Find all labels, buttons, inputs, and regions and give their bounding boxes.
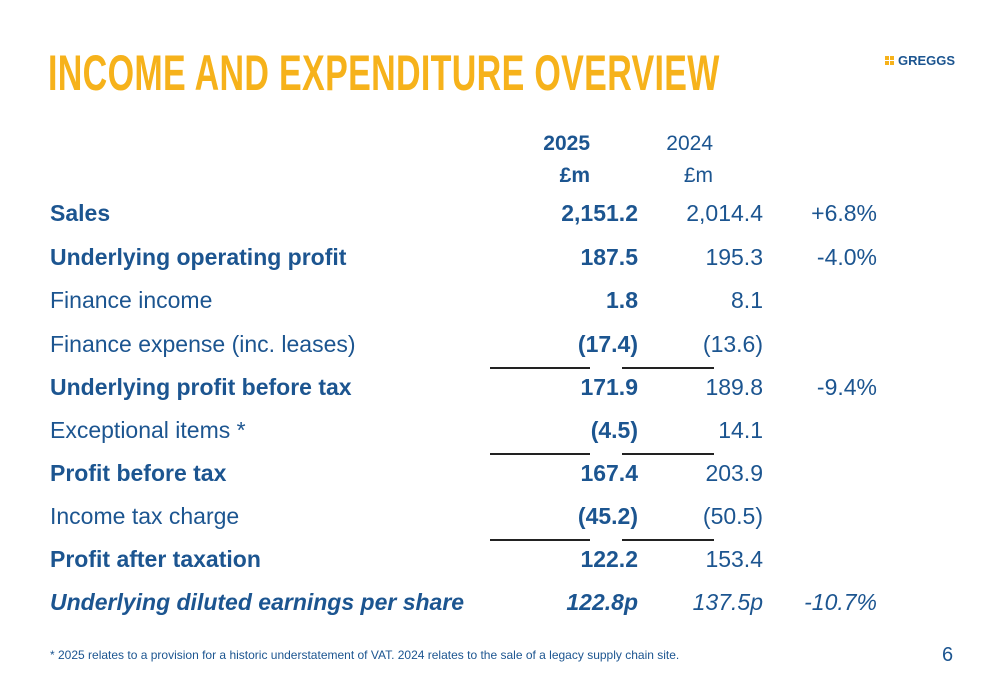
unit-2024: £m — [683, 164, 713, 187]
divider — [490, 453, 590, 455]
table-row: Finance income 1.8 8.1 — [50, 287, 850, 327]
row-label: Profit before tax — [50, 460, 227, 486]
change-percent: -4.0% — [816, 244, 877, 270]
value-2024: 153.4 — [705, 546, 763, 572]
value-2025: (17.4) — [577, 331, 638, 357]
row-label: Profit after taxation — [50, 546, 261, 572]
header-2024: 2024 £m — [613, 128, 713, 192]
value-2025: 1.8 — [606, 287, 638, 313]
change-percent: +6.8% — [811, 200, 877, 226]
footnote: * 2025 relates to a provision for a hist… — [50, 648, 680, 662]
value-2025: 171.9 — [580, 374, 638, 400]
logo-squares-icon — [885, 56, 894, 65]
table-row: Income tax charge (45.2) (50.5) — [50, 503, 850, 543]
value-2024: 203.9 — [705, 460, 763, 486]
row-label: Income tax charge — [50, 503, 240, 529]
value-2025: 2,151.2 — [561, 200, 638, 226]
value-2024: 195.3 — [705, 244, 763, 270]
divider — [622, 367, 714, 369]
change-percent: -10.7% — [804, 589, 877, 615]
row-label: Underlying profit before tax — [50, 374, 352, 400]
value-2025: (4.5) — [590, 417, 638, 443]
row-label: Sales — [50, 200, 111, 226]
table-row: Underlying diluted earnings per share 122… — [50, 589, 877, 629]
table-row: Profit before tax 167.4 203.9 — [50, 460, 850, 500]
header-2025: 2025 £m — [490, 128, 590, 192]
value-2024: 8.1 — [731, 287, 763, 313]
table-row: Finance expense (inc. leases) (17.4) (13.6… — [50, 331, 850, 371]
row-label: Exceptional items * — [50, 417, 246, 443]
table-row: Underlying operating profit 187.5 195.3 -4.… — [50, 244, 877, 284]
value-2025: (45.2) — [577, 503, 638, 529]
value-2025: 122.8p — [566, 589, 638, 615]
value-2024: 189.8 — [705, 374, 763, 400]
change-percent: -9.4% — [816, 374, 877, 400]
value-2024: 14.1 — [718, 417, 763, 443]
row-label: Underlying operating profit — [50, 244, 347, 270]
divider — [622, 539, 714, 541]
value-2025: 167.4 — [580, 460, 638, 486]
unit-2025: £m — [559, 164, 590, 187]
row-label: Finance expense (inc. leases) — [50, 331, 356, 357]
value-2024: 2,014.4 — [686, 200, 763, 226]
table-row: Exceptional items * (4.5) 14.1 — [50, 417, 850, 457]
divider — [622, 453, 714, 455]
value-2025: 122.2 — [580, 546, 638, 572]
page-number: 6 — [942, 644, 954, 666]
logo-text: GREGGS — [898, 53, 956, 68]
year-2024: 2024 — [666, 132, 713, 155]
value-2024: (13.6) — [702, 331, 763, 357]
value-2024: (50.5) — [702, 503, 763, 529]
row-label: Underlying diluted earnings per share — [50, 589, 465, 615]
page-title: INCOME AND EXPENDITURE OVERVIEW — [48, 45, 720, 101]
table-row: Sales 2,151.2 2,014.4 +6.8% — [50, 200, 877, 240]
value-2024: 137.5p — [692, 589, 763, 615]
value-2025: 187.5 — [580, 244, 638, 270]
row-label: Finance income — [50, 287, 213, 313]
table-row: Profit after taxation 122.2 153.4 — [50, 546, 850, 586]
table-row: Underlying profit before tax 171.9 189.8 -9… — [50, 374, 877, 414]
year-2025: 2025 — [543, 132, 590, 155]
divider — [490, 539, 590, 541]
divider — [490, 367, 590, 369]
greggs-logo: GREGGS — [885, 53, 955, 68]
